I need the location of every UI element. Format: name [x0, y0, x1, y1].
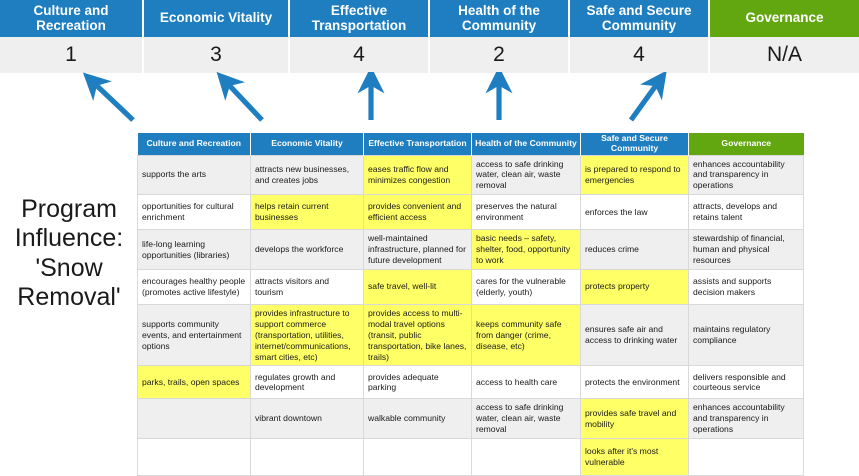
banner-value-governance: N/A: [710, 37, 859, 73]
matrix-header-governance: Governance: [688, 133, 804, 155]
banner-value-economic-vitality: 3: [144, 37, 290, 73]
arrow-up-left-1: [82, 72, 135, 122]
banner-label-health-of-the-community: Health of the Community: [430, 0, 570, 37]
matrix-cell: helps retain current businesses: [250, 194, 364, 231]
matrix-cell: parks, trails, open spaces: [137, 365, 251, 400]
matrix-cell: access to health care: [471, 365, 581, 400]
table-row: opportunities for cultural enrichment he…: [137, 194, 804, 231]
banner-column-effective-transportation: Effective Transportation 4: [290, 0, 430, 73]
matrix-cell: is prepared to respond to emergencies: [580, 154, 689, 196]
matrix-cell: keeps community safe from danger (crime,…: [471, 303, 581, 367]
matrix-cell: supports community events, and entertain…: [137, 303, 251, 367]
banner-column-governance: Governance N/A: [710, 0, 859, 73]
matrix-cell: maintains regulatory compliance: [688, 303, 804, 367]
matrix-cell: delivers responsible and courteous servi…: [688, 365, 804, 400]
matrix-cell: attracts new businesses, and creates job…: [250, 154, 364, 196]
banner-label-culture-and-recreation: Culture and Recreation: [0, 0, 144, 37]
banner-value-health-of-the-community: 2: [430, 37, 570, 73]
table-row: parks, trails, open spaces regulates gro…: [137, 365, 804, 400]
matrix-cell: develops the workforce: [250, 229, 364, 270]
table-row: looks after it's most vulnerable: [137, 438, 804, 476]
banner-value-culture-and-recreation: 1: [0, 37, 144, 73]
table-row: life-long learning opportunities (librar…: [137, 229, 804, 270]
matrix-cell: well-maintained infrastructure, planned …: [363, 229, 472, 270]
matrix-cell: reduces crime: [580, 229, 689, 270]
banner-column-safe-and-secure-community: Safe and Secure Community 4: [570, 0, 710, 73]
matrix-cell: stewardship of financial, human and phys…: [688, 229, 804, 270]
banner-label-effective-transportation: Effective Transportation: [290, 0, 430, 37]
matrix-cell: safe travel, well-lit: [363, 268, 472, 305]
matrix-header-health-of-the-community: Health of the Community: [471, 133, 581, 155]
matrix-cell: attracts, develops and retains talent: [688, 194, 804, 231]
matrix-cell: [250, 438, 364, 476]
table-row: supports the arts attracts new businesse…: [137, 154, 804, 196]
banner-label-safe-and-secure-community: Safe and Secure Community: [570, 0, 710, 37]
matrix-cell: enhances accountability and transparency…: [688, 154, 804, 196]
matrix-cell: attracts visitors and tourism: [250, 268, 364, 305]
matrix-cell: opportunities for cultural enrichment: [137, 194, 251, 231]
matrix-cell: access to safe drinking water, clean air…: [471, 154, 581, 196]
matrix-cell: [471, 438, 581, 476]
matrix-cell: [363, 438, 472, 476]
matrix-cell: eases traffic flow and minimizes congest…: [363, 154, 472, 196]
matrix-cell: protects the environment: [580, 365, 689, 400]
matrix-cell: looks after it's most vulnerable: [580, 438, 689, 476]
matrix-cell: protects property: [580, 268, 689, 305]
table-row: supports community events, and entertain…: [137, 303, 804, 367]
matrix-header-effective-transportation: Effective Transportation: [363, 133, 472, 155]
banner-column-culture-and-recreation: Culture and Recreation 1: [0, 0, 144, 73]
matrix-cell: ensures safe air and access to drinking …: [580, 303, 689, 367]
matrix-cell: provides convenient and efficient access: [363, 194, 472, 231]
matrix-cell: provides infrastructure to support comme…: [250, 303, 364, 367]
matrix-header-row: Culture and Recreation Economic Vitality…: [137, 133, 804, 155]
banner-value-safe-and-secure-community: 4: [570, 37, 710, 73]
matrix-cell: provides access to multi-modal travel op…: [363, 303, 472, 367]
matrix-cell: assists and supports decision makers: [688, 268, 804, 305]
matrix-cell: [137, 438, 251, 476]
program-influence-caption: Program Influence: 'Snow Removal': [14, 195, 124, 311]
matrix-header-safe-and-secure-community: Safe and Secure Community: [580, 133, 689, 155]
banner-label-governance: Governance: [710, 0, 859, 37]
matrix-header-culture-and-recreation: Culture and Recreation: [137, 133, 251, 155]
matrix-cell: [688, 438, 804, 476]
priority-banner: Culture and Recreation 1 Economic Vitali…: [0, 0, 859, 73]
matrix-cell: life-long learning opportunities (librar…: [137, 229, 251, 270]
arrow-up-right-5: [628, 72, 667, 122]
banner-label-economic-vitality: Economic Vitality: [144, 0, 290, 37]
matrix-cell: enforces the law: [580, 194, 689, 231]
matrix-cell: cares for the vulnerable (elderly, youth…: [471, 268, 581, 305]
matrix-cell: vibrant downtown: [250, 398, 364, 440]
banner-column-health-of-the-community: Health of the Community 2: [430, 0, 570, 73]
table-row: encourages healthy people (promotes acti…: [137, 268, 804, 305]
matrix-cell: preserves the natural environment: [471, 194, 581, 231]
matrix-cell: access to safe drinking water, clean air…: [471, 398, 581, 440]
matrix-cell: [137, 398, 251, 440]
community-priorities-matrix: Culture and Recreation Economic Vitality…: [137, 133, 804, 476]
matrix-cell: basic needs – safety, shelter, food, opp…: [471, 229, 581, 270]
matrix-cell: provides safe travel and mobility: [580, 398, 689, 440]
matrix-body: supports the arts attracts new businesse…: [137, 154, 804, 476]
banner-value-effective-transportation: 4: [290, 37, 430, 73]
arrow-group: [82, 72, 667, 122]
arrow-up-left-2: [216, 72, 264, 122]
matrix-cell: provides adequate parking: [363, 365, 472, 400]
matrix-cell: regulates growth and development: [250, 365, 364, 400]
matrix-cell: encourages healthy people (promotes acti…: [137, 268, 251, 305]
table-row: vibrant downtown walkable community acce…: [137, 398, 804, 440]
matrix-cell: walkable community: [363, 398, 472, 440]
matrix-cell: supports the arts: [137, 154, 251, 196]
banner-column-economic-vitality: Economic Vitality 3: [144, 0, 290, 73]
matrix-cell: enhances accountability and transparency…: [688, 398, 804, 440]
matrix-header-economic-vitality: Economic Vitality: [250, 133, 364, 155]
